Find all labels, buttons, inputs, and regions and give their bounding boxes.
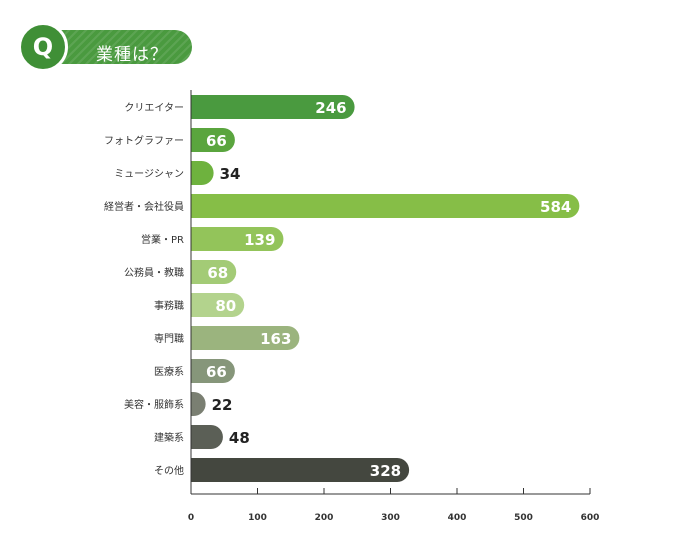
value-label: 584 [540,198,571,216]
value-label: 68 [207,264,228,282]
value-label: 66 [206,132,227,150]
bar-6 [191,260,237,284]
bar-12 [191,458,410,482]
category-label: ミュージシャン [114,169,184,180]
category-label: 事務職 [154,299,184,312]
x-tick-label: 0 [188,513,194,523]
bar-11 [191,425,223,449]
bar-2 [191,128,235,152]
question-title: 業種は？ [96,45,168,65]
category-label: 公務員・教職 [124,266,184,279]
value-label: 48 [229,429,250,447]
x-tick-label: 400 [448,513,467,523]
bar-7 [191,293,245,317]
value-label: 34 [220,165,241,183]
value-label: 246 [315,99,346,117]
bar-10 [191,392,206,416]
bar-3 [191,161,214,185]
value-label: 80 [215,297,236,315]
value-label: 139 [244,231,275,249]
category-label: 医療系 [154,365,184,378]
category-label: 建築系 [154,431,184,444]
category-label: 営業・PR [141,233,184,246]
bar-4 [191,194,580,218]
category-label: クリエイター [124,102,184,114]
bar-5 [191,227,284,251]
x-tick-label: 600 [581,513,600,523]
category-label: その他 [154,464,184,477]
bar-1 [191,95,355,119]
x-tick-label: 500 [514,513,533,523]
category-label: 美容・服飾系 [124,398,184,411]
x-tick-label: 100 [248,513,267,523]
category-label: 専門職 [154,333,184,345]
value-label: 22 [212,396,233,414]
x-tick-label: 200 [315,513,334,523]
value-label: 163 [260,330,291,348]
bar-9 [191,359,235,383]
question-header: 業種は？ Q [18,22,192,72]
value-label: 66 [206,363,227,381]
value-label: 328 [370,462,401,480]
category-label: フォトグラファー [104,134,184,147]
q-badge-icon: Q [18,22,68,72]
x-tick-label: 300 [381,513,400,523]
bar-8 [191,326,300,350]
category-label: 経営者・会社役員 [104,200,184,213]
